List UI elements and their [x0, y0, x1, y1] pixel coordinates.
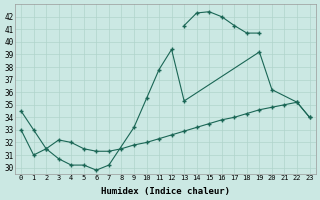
X-axis label: Humidex (Indice chaleur): Humidex (Indice chaleur) [101, 187, 230, 196]
